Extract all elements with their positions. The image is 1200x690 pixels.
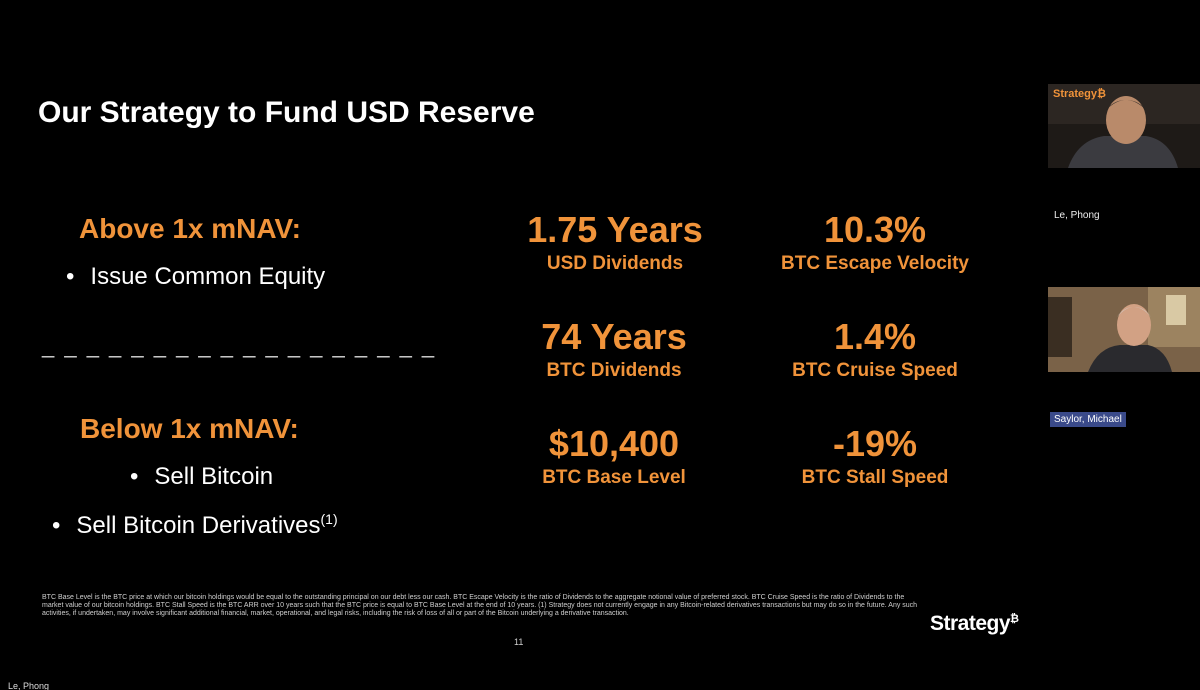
- bitcoin-mark-icon: ₿: [1010, 613, 1019, 625]
- presentation-slide: Our Strategy to Fund USD Reserve Above 1…: [38, 96, 1020, 647]
- participant-video-tile-le-phong[interactable]: Strategy₿: [1048, 84, 1200, 168]
- bullet-issue-common-equity: • Issue Common Equity: [66, 263, 326, 290]
- metric-btc-escape-velocity: 10.3% BTC Escape Velocity: [755, 211, 995, 275]
- slide-footnote: BTC Base Level is the BTC price at which…: [42, 594, 918, 617]
- metric-btc-cruise-speed: 1.4% BTC Cruise Speed: [755, 318, 995, 382]
- footnote-ref: (1): [320, 511, 338, 527]
- tile-logo: Strategy₿: [1053, 88, 1106, 100]
- participant-video-tile-saylor-michael[interactable]: [1048, 287, 1200, 372]
- presenter-name-label: Le, Phong: [8, 681, 50, 690]
- below-mnav-heading: Below 1x mNAV:: [80, 413, 299, 444]
- metric-btc-dividends: 74 Years BTC Dividends: [494, 318, 734, 382]
- bullet-dot-icon: •: [52, 512, 61, 539]
- metric-value: 74 Years: [541, 316, 687, 357]
- participant-name-saylor-michael: Saylor, Michael: [1050, 412, 1126, 427]
- above-mnav-heading: Above 1x mNAV:: [79, 213, 301, 244]
- section-divider: _ _ _ _ _ _ _ _ _ _ _ _ _ _ _ _ _ _: [42, 333, 437, 358]
- metric-label: BTC Escape Velocity: [781, 253, 969, 274]
- page-number: 11: [514, 637, 524, 647]
- metric-value: 1.4%: [833, 316, 917, 357]
- participant-video-feed: [1048, 287, 1200, 372]
- participant-name-le-phong: Le, Phong: [1054, 210, 1100, 221]
- metric-btc-base-level: $10,400 BTC Base Level: [494, 425, 734, 489]
- metric-usd-dividends: 1.75 Years USD Dividends: [495, 211, 735, 275]
- slide-title: Our Strategy to Fund USD Reserve: [38, 96, 535, 129]
- metric-btc-stall-speed: -19% BTC Stall Speed: [755, 425, 995, 489]
- metric-label: USD Dividends: [546, 253, 684, 274]
- metric-label: BTC Stall Speed: [801, 467, 949, 488]
- metric-label: BTC Cruise Speed: [792, 360, 958, 381]
- metric-value: 10.3%: [823, 209, 927, 250]
- participant-video-feed: [1048, 84, 1200, 168]
- metric-value: -19%: [832, 423, 918, 464]
- bullet-dot-icon: •: [130, 463, 139, 490]
- metric-label: BTC Dividends: [546, 360, 682, 381]
- bullet-sell-bitcoin: • Sell Bitcoin: [130, 463, 274, 490]
- strategy-logo: Strategy₿: [930, 612, 1019, 635]
- metric-label: BTC Base Level: [542, 467, 686, 488]
- bullet-sell-bitcoin-derivatives: • Sell Bitcoin Derivatives(1): [52, 511, 338, 539]
- bullet-dot-icon: •: [66, 263, 75, 290]
- metric-value: $10,400: [548, 423, 680, 464]
- metric-value: 1.75 Years: [527, 209, 703, 250]
